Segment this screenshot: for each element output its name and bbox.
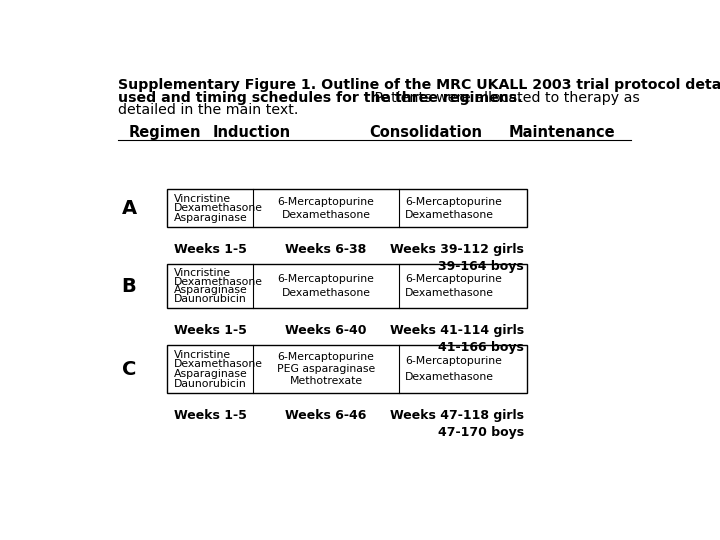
Text: Dexamethasone: Dexamethasone — [405, 210, 494, 220]
Text: Weeks 1-5: Weeks 1-5 — [174, 409, 247, 422]
Bar — [167, 345, 527, 393]
Text: 6-Mercaptopurine: 6-Mercaptopurine — [405, 197, 502, 207]
Text: Weeks 47-118 girls
47-170 boys: Weeks 47-118 girls 47-170 boys — [390, 409, 524, 439]
Text: Induction: Induction — [213, 125, 291, 140]
Text: Vincristine: Vincristine — [174, 268, 231, 278]
Text: Regimen: Regimen — [129, 125, 202, 140]
Text: Consolidation: Consolidation — [369, 125, 482, 140]
Text: 6-Mercaptopurine: 6-Mercaptopurine — [278, 274, 374, 284]
Text: Asparaginase: Asparaginase — [174, 285, 248, 295]
Text: Dexamethasone: Dexamethasone — [174, 360, 263, 369]
Text: Patients were allocated to therapy as: Patients were allocated to therapy as — [370, 91, 640, 105]
Text: Dexamethasone: Dexamethasone — [174, 276, 263, 287]
Text: Maintenance: Maintenance — [508, 125, 615, 140]
Text: Dexamethasone: Dexamethasone — [282, 288, 371, 298]
Text: Daunorubicin: Daunorubicin — [174, 294, 246, 304]
Text: Vincristine: Vincristine — [174, 350, 231, 360]
Text: B: B — [122, 276, 136, 295]
Text: 6-Mercaptopurine: 6-Mercaptopurine — [278, 197, 374, 207]
Text: detailed in the main text.: detailed in the main text. — [118, 103, 298, 117]
Text: 6-Mercaptopurine: 6-Mercaptopurine — [405, 274, 502, 284]
Text: Weeks 6-46: Weeks 6-46 — [285, 409, 366, 422]
Text: Asparaginase: Asparaginase — [174, 213, 248, 223]
Text: Asparaginase: Asparaginase — [174, 369, 248, 379]
Text: 6-Mercaptopurine: 6-Mercaptopurine — [405, 356, 502, 366]
Text: PEG asparaginase: PEG asparaginase — [277, 364, 375, 374]
Text: 6-Mercaptopurine: 6-Mercaptopurine — [278, 352, 374, 362]
Text: used and timing schedules for the three regimens.: used and timing schedules for the three … — [118, 91, 523, 105]
Text: Weeks 6-38: Weeks 6-38 — [285, 243, 366, 256]
Bar — [167, 264, 527, 308]
Text: Weeks 6-40: Weeks 6-40 — [285, 323, 366, 336]
Text: Vincristine: Vincristine — [174, 194, 231, 204]
Text: Dexamethasone: Dexamethasone — [405, 288, 494, 298]
Text: Methotrexate: Methotrexate — [289, 376, 363, 386]
Text: Daunorubicin: Daunorubicin — [174, 379, 246, 388]
Text: A: A — [122, 199, 137, 218]
Bar — [167, 189, 527, 227]
Text: C: C — [122, 360, 136, 379]
Text: Weeks 1-5: Weeks 1-5 — [174, 243, 247, 256]
Text: Weeks 39-112 girls
39-164 boys: Weeks 39-112 girls 39-164 boys — [390, 243, 524, 273]
Text: Supplementary Figure 1. Outline of the MRC UKALL 2003 trial protocol detailing d: Supplementary Figure 1. Outline of the M… — [118, 78, 720, 92]
Text: Dexamethasone: Dexamethasone — [174, 203, 263, 213]
Text: Weeks 41-114 girls
41-166 boys: Weeks 41-114 girls 41-166 boys — [390, 323, 524, 354]
Text: Weeks 1-5: Weeks 1-5 — [174, 323, 247, 336]
Text: Dexamethasone: Dexamethasone — [282, 210, 371, 220]
Text: Dexamethasone: Dexamethasone — [405, 372, 494, 382]
